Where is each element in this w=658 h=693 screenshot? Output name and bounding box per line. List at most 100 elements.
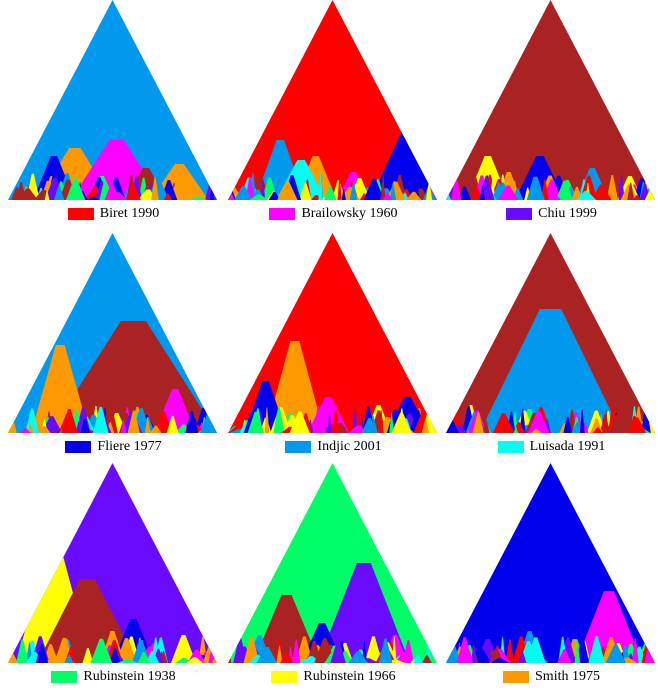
key-region-fine [211,658,217,663]
key-region-fine [256,647,278,663]
key-region-fine [481,423,488,433]
key-region-fine [64,654,74,663]
key-region-fine [277,181,298,200]
key-region-fine [144,416,151,433]
key-region-fine [606,175,619,200]
legend-label: Luisada 1991 [529,439,606,454]
legend-label: Brailowsky 1960 [301,206,398,221]
key-region-fine [324,185,337,200]
legend-swatch [503,671,530,683]
legend-entry: Smith 1975 [442,668,658,686]
key-region-fine [87,196,100,200]
key-region-fine [65,178,86,200]
key-region-fine [528,410,550,433]
key-region-fine [318,173,323,200]
key-region-fine [632,195,642,200]
key-region-fine [605,644,626,663]
key-region-fine [363,178,385,200]
legend-swatch [285,441,312,453]
key-region-fine [330,641,346,663]
legend-swatch [67,208,94,220]
legend-entry: Biret 1990 [4,205,223,223]
legend-entry: Rubinstein 1966 [224,668,443,686]
triangle-plot [8,0,217,200]
legend-entry: Rubinstein 1938 [4,668,223,686]
legend-swatch [497,441,524,453]
key-region-fine [391,412,412,433]
key-region-fine [289,411,310,433]
key-region-fine [186,657,204,663]
key-region-fine [557,649,572,663]
key-region-fine [249,194,269,200]
keyscape-panel: Fliere 1977 [4,233,223,463]
legend-entry: Brailowsky 1960 [224,205,443,223]
key-region-fine [125,183,141,200]
legend-label: Rubinstein 1966 [303,669,396,684]
legend-label: Biret 1990 [99,206,160,221]
key-region-fine [471,644,477,663]
key-region-fine [457,186,472,200]
key-region-fine [90,638,113,663]
key-region-fine [331,408,340,433]
key-region-fine [382,193,393,200]
key-region-fine [276,645,283,663]
key-region-fine [526,176,543,200]
legend-entry: Chiu 1999 [442,205,658,223]
key-region-fine [264,407,270,433]
key-region-fine [406,191,422,200]
triangle-plot [8,233,217,433]
key-region-fine [337,176,342,200]
keyscape-panel: Indjic 2001 [224,233,443,463]
key-region-fine [16,639,29,663]
legend-swatch [65,441,92,453]
key-region-fine [145,650,160,663]
key-region-fine [588,636,605,663]
key-region-fine [631,638,639,663]
key-region-fine [20,428,31,433]
key-region-fine [341,189,346,200]
key-region-fine [27,424,34,433]
legend-swatch [506,208,533,220]
keyscape-panel: Luisada 1991 [442,233,658,463]
legend-swatch [271,671,298,683]
key-region-fine [451,176,462,200]
key-region-fine [490,658,510,663]
key-region-fine [640,407,651,433]
legend-entry: Fliere 1977 [4,438,223,456]
key-region-fine [554,196,561,200]
key-region-fine [44,190,50,200]
key-region-fine [579,409,585,433]
key-region-fine [199,420,217,433]
keyscape-panel: Brailowsky 1960 [224,0,443,230]
key-region-fine [574,642,581,663]
key-region-fine [137,651,150,663]
key-region [317,563,410,663]
key-region-fine [394,651,416,663]
key-region [30,345,90,433]
legend-label: Rubinstein 1938 [83,669,176,684]
key-region-fine [234,186,253,200]
legend-swatch [51,671,78,683]
key-region-fine [109,647,121,663]
key-region-fine [92,406,109,433]
triangle-plot [446,233,655,433]
key-region-fine [268,192,281,200]
triangle-plot [8,463,217,663]
legend-entry: Indjic 2001 [224,438,443,456]
key-region-fine [492,413,515,433]
key-region-fine [166,415,179,433]
key-region-fine [378,410,384,433]
key-region-fine [513,426,519,433]
legend-label: Indjic 2001 [317,439,382,454]
key-region-fine [425,182,433,200]
key-region-fine [12,413,29,433]
key-region-fine [185,411,199,433]
key-region-fine [261,178,266,200]
key-region-fine [472,412,484,433]
key-region-fine [104,183,120,200]
key-region-fine [422,655,432,663]
key-region-fine [151,177,159,200]
key-region-fine [150,425,162,433]
key-region-fine [116,638,137,663]
key-region-fine [80,418,90,433]
